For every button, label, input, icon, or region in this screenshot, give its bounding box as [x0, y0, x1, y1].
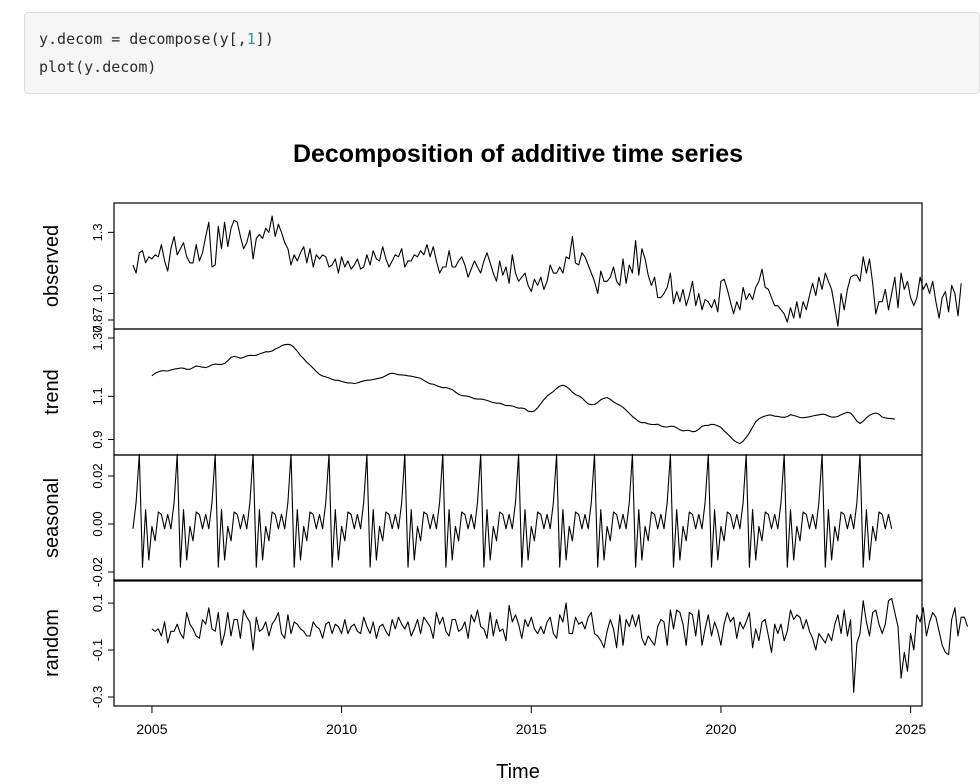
- random-y-tick-label: 0.1: [90, 594, 105, 612]
- panel-frame: [113, 454, 923, 582]
- code-text: y.decom = decompose(y[,: [39, 30, 247, 48]
- panel-frame: [113, 579, 923, 707]
- random-series-line: [151, 597, 969, 693]
- panel-random: -0.3 -0.1 0.1 random: [41, 579, 969, 708]
- seasonal-y-tick-label: -0.02: [90, 557, 105, 587]
- seasonal-series-line: [132, 453, 893, 568]
- panel-observed: 0.87 1.0 1.3 observed: [41, 202, 962, 333]
- x-tick-label: 2005: [136, 721, 167, 737]
- seasonal-y-tick-label: 0.02: [90, 463, 105, 488]
- trend-y-tick-label: 0.9: [90, 430, 105, 448]
- observed-y-tick-label: 1.0: [90, 284, 105, 302]
- observed-y-tick-label: 1.3: [90, 223, 105, 241]
- code-number: 1: [246, 30, 256, 48]
- code-line-2: plot(y.decom): [39, 58, 157, 76]
- code-block: y.decom = decompose(y[,1]) plot(y.decom): [24, 12, 980, 94]
- random-y-tick-label: -0.3: [90, 686, 105, 708]
- trend-y-tick-label: 1.1: [90, 387, 105, 405]
- random-y-tick-label: -0.1: [90, 639, 105, 661]
- code-line-1: y.decom = decompose(y[,1]): [39, 30, 274, 48]
- panel-frame: [113, 328, 923, 456]
- x-axis-label: Time: [496, 761, 540, 783]
- x-tick-label: 2015: [516, 721, 547, 737]
- panel-frame: [113, 202, 923, 330]
- observed-axis-label: observed: [41, 225, 63, 307]
- seasonal-axis-label: seasonal: [41, 478, 63, 558]
- trend-axis-label: trend: [41, 369, 63, 415]
- seasonal-y-tick-label: 0.00: [90, 511, 105, 536]
- code-text: ]): [255, 30, 274, 48]
- random-axis-label: random: [41, 609, 63, 677]
- trend-series-line: [151, 343, 895, 445]
- trend-y-tick-label: 1.37: [90, 325, 105, 350]
- chart-title: Decomposition of additive time series: [293, 140, 743, 168]
- x-tick-label: 2010: [326, 721, 357, 737]
- x-tick-label: 2020: [705, 721, 736, 737]
- panel-seasonal: -0.02 0.00 0.02 seasonal: [41, 453, 923, 587]
- x-tick-label: 2025: [895, 721, 926, 737]
- observed-y-tick-label: 0.87: [90, 307, 105, 332]
- observed-series-line: [132, 215, 962, 327]
- panel-trend: 0.9 1.1 1.37 trend: [41, 325, 923, 456]
